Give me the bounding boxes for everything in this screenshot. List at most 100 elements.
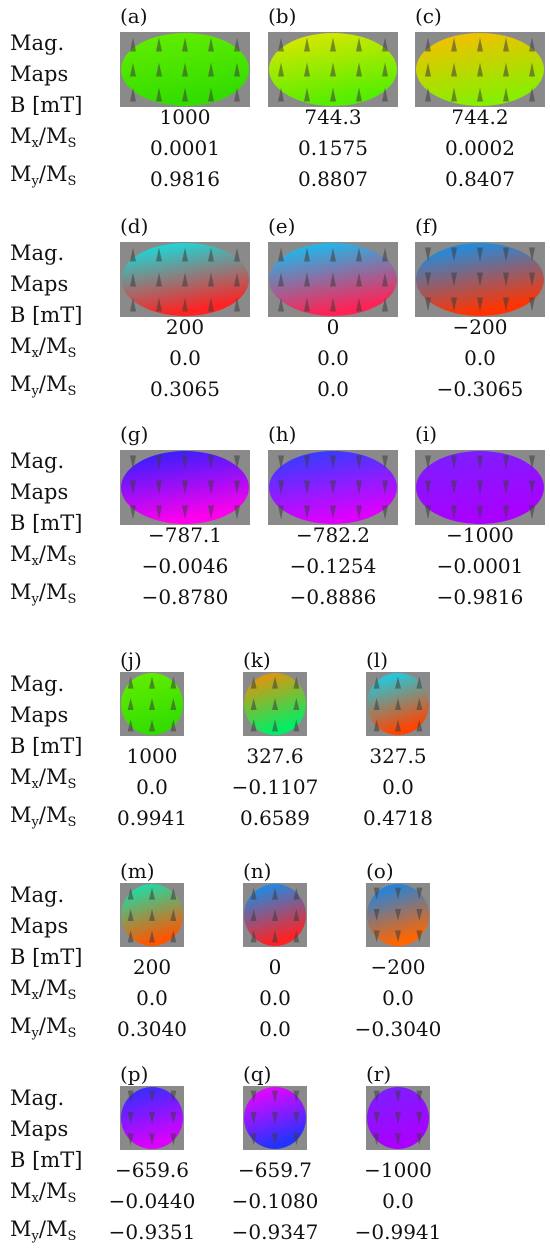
ms-symbol: M: [45, 976, 68, 1000]
magnetization-arrow: [156, 455, 162, 470]
ms-subscript: S: [67, 174, 77, 189]
mx-symbol: M: [10, 765, 32, 789]
my-value: 0.3040: [117, 1017, 187, 1041]
field-value: 327.6: [246, 744, 304, 768]
field-label: B [mT]: [10, 511, 83, 535]
magnetization-arrow: [127, 909, 134, 921]
magnetization-arrow: [149, 698, 155, 710]
magnetization-arrow: [127, 719, 134, 732]
magnetization-arrow: [130, 247, 136, 262]
magnetization-arrow: [477, 505, 483, 520]
magnetization-arrow: [416, 930, 423, 943]
my-subscript: y: [31, 384, 39, 399]
magnetization-arrow: [182, 272, 188, 287]
magnetization-arrow: [330, 297, 336, 312]
panel-label: (k): [243, 648, 271, 672]
field-value: −782.2: [295, 523, 370, 547]
magnetization-arrow: [529, 272, 535, 287]
my-symbol: M: [10, 162, 32, 186]
magnetization-arrow: [395, 909, 401, 921]
magnetization-arrow: [293, 887, 300, 900]
ms-symbol: M: [45, 1014, 68, 1038]
magnetization-arrow: [382, 480, 388, 495]
mx-value: 0.0: [317, 346, 349, 370]
magnetization-arrow: [395, 1112, 401, 1124]
magnetization-arrow: [416, 719, 423, 732]
magnetization-arrow: [529, 247, 535, 262]
magnetization-map: [415, 32, 545, 107]
magnetization-arrow: [356, 272, 362, 287]
magnetization-arrow: [234, 87, 240, 102]
magnetization-arrow: [382, 87, 388, 102]
magnetization-arrow: [272, 676, 278, 689]
magnetization-arrow: [330, 505, 336, 520]
magnetization-arrow: [250, 1090, 257, 1103]
magnetization-arrow: [149, 719, 155, 732]
mx-symbol: M: [10, 542, 32, 566]
ms-symbol: M: [45, 542, 68, 566]
magnetization-arrow: [182, 297, 188, 312]
magnetization-map: [268, 450, 398, 525]
magnetization-arrow: [356, 505, 362, 520]
my-value: 0.8807: [298, 167, 368, 191]
magnetization-arrow: [272, 719, 278, 732]
magnetization-arrow: [330, 87, 336, 102]
maps-label-line2: Maps: [10, 480, 69, 504]
magnetization-arrow: [182, 247, 188, 262]
magnetization-arrow: [373, 909, 380, 921]
magnetization-arrow: [149, 676, 155, 689]
field-label: B [mT]: [10, 303, 83, 327]
maps-label-line1: Mag.: [10, 449, 65, 473]
panel-label: (m): [120, 859, 155, 883]
magnetization-arrow: [182, 87, 188, 102]
magnetization-arrow: [293, 1133, 300, 1146]
magnetization-arrow: [208, 37, 214, 52]
ms-subscript: S: [67, 988, 77, 1003]
magnetization-arrow: [416, 887, 423, 900]
maps-label-line1: Mag.: [10, 672, 65, 696]
my-value: 0.9941: [117, 806, 187, 830]
magnetization-arrow: [182, 62, 188, 77]
magnetization-arrow: [373, 1112, 380, 1124]
ms-subscript: S: [67, 777, 77, 792]
magnetization-arrow: [293, 719, 300, 732]
ms-symbol: M: [45, 803, 68, 827]
my-symbol: M: [10, 1014, 32, 1038]
magnetization-map: [366, 672, 430, 736]
row-labels: Mag. Maps B [mT] Mx/MS My/MS: [10, 669, 82, 838]
magnetization-arrow: [503, 87, 509, 102]
magnetization-map: [120, 883, 184, 947]
field-label: B [mT]: [10, 93, 83, 117]
magnetization-arrow: [250, 887, 257, 900]
figure-group: Mag. Maps B [mT] Mx/MS My/MS (j) 1000 0.0 0.9941…: [0, 644, 550, 844]
magnetization-arrow: [395, 930, 401, 943]
ms-subscript: S: [67, 554, 77, 569]
magnetization-arrow: [382, 505, 388, 520]
magnetization-arrow: [170, 676, 177, 689]
magnetization-arrow: [272, 698, 278, 710]
magnetization-map: [243, 672, 307, 736]
magnetization-map: [268, 242, 398, 317]
magnetization-arrow: [156, 272, 162, 287]
magnetization-arrow: [356, 455, 362, 470]
magnetization-arrow: [451, 247, 457, 262]
maps-label-line1: Mag.: [10, 1086, 65, 1110]
panel-label: (n): [243, 859, 272, 883]
mx-label: Mx/MS: [10, 334, 77, 361]
magnetization-arrow: [304, 87, 310, 102]
magnetization-arrow: [356, 297, 362, 312]
magnetization-arrow: [208, 505, 214, 520]
magnetization-arrow: [127, 676, 134, 689]
magnetization-arrow: [416, 1133, 423, 1146]
magnetization-arrow: [503, 247, 509, 262]
field-value: 744.3: [304, 105, 362, 129]
magnetization-arrow: [477, 87, 483, 102]
magnetization-map: [120, 32, 250, 107]
magnetization-arrow: [425, 297, 431, 312]
magnetization-arrow: [395, 719, 401, 732]
my-value: −0.3040: [354, 1017, 442, 1041]
magnetization-arrow: [304, 505, 310, 520]
magnetization-arrow: [278, 37, 284, 52]
field-value: −200: [452, 315, 508, 339]
magnetization-arrow: [416, 676, 423, 689]
